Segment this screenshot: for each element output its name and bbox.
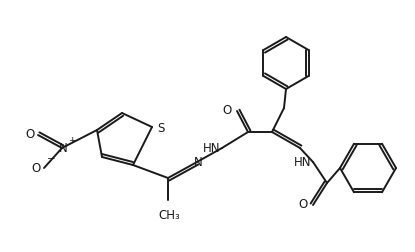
Text: N: N: [194, 155, 203, 169]
Text: N: N: [59, 142, 67, 154]
Text: HN: HN: [293, 155, 311, 169]
Text: O: O: [32, 162, 41, 174]
Text: S: S: [157, 121, 164, 135]
Text: HN: HN: [203, 142, 220, 154]
Text: −: −: [47, 154, 56, 164]
Text: O: O: [299, 199, 308, 211]
Text: O: O: [223, 105, 232, 117]
Text: CH₃: CH₃: [158, 209, 180, 222]
Text: O: O: [26, 129, 35, 142]
Text: +: +: [68, 136, 76, 145]
